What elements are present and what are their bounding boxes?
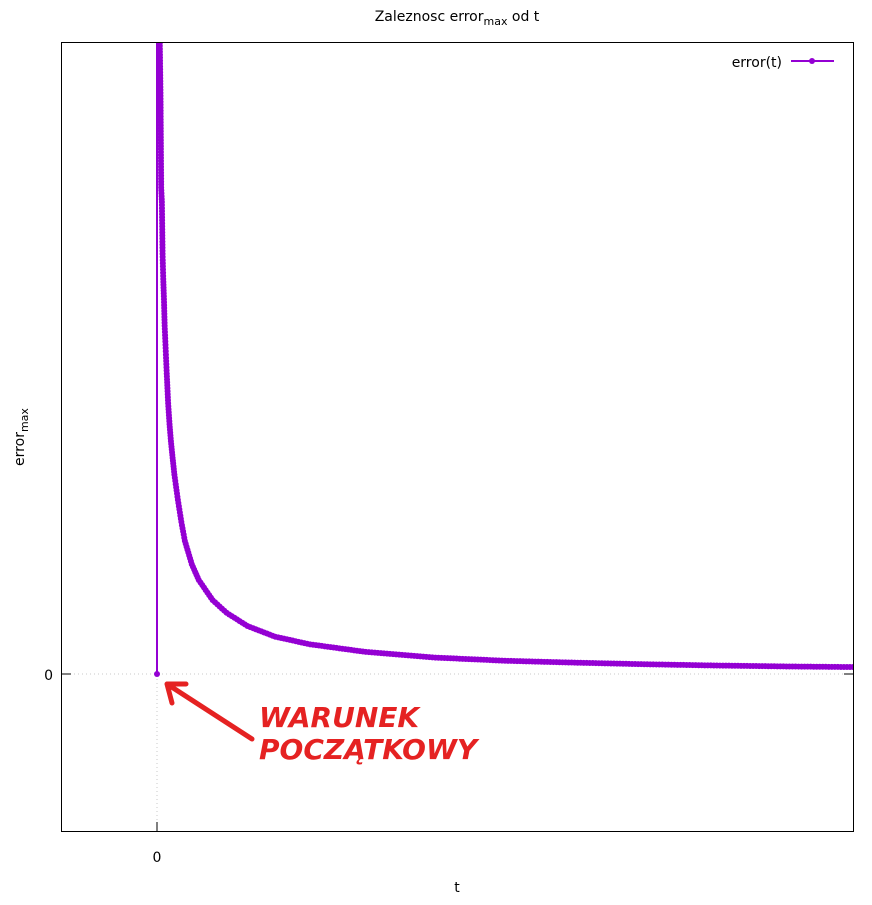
series-line-error xyxy=(156,43,853,674)
chart-title-tail: od t xyxy=(507,9,539,25)
data-point-initial xyxy=(154,671,160,677)
y-axis-label-subscript: max xyxy=(18,408,31,432)
y-tick-label-0: 0 xyxy=(44,668,53,684)
x-axis-label: t xyxy=(454,880,460,896)
annotation-arrow xyxy=(164,681,255,742)
chart-title: Zaleznosc errormax od t xyxy=(375,9,540,28)
y-axis-label-main: error xyxy=(12,432,28,466)
y-axis-label: errormax xyxy=(12,408,31,466)
x-tick-label-0: 0 xyxy=(153,850,162,866)
chart-title-subscript: max xyxy=(483,15,507,28)
data-point xyxy=(850,664,853,671)
plot-area-border xyxy=(61,42,854,832)
annotation-line-2: POCZĄTKOWY xyxy=(259,733,480,766)
initial-condition-annotation: WARUNEK POCZĄTKOWY xyxy=(164,681,480,766)
legend-marker-error xyxy=(809,58,815,64)
chart-title-main: Zaleznosc error xyxy=(375,9,484,25)
legend: error(t) xyxy=(732,55,834,71)
annotation-line-1: WARUNEK xyxy=(259,701,421,734)
series-error xyxy=(154,43,853,677)
legend-label-error: error(t) xyxy=(732,55,782,71)
